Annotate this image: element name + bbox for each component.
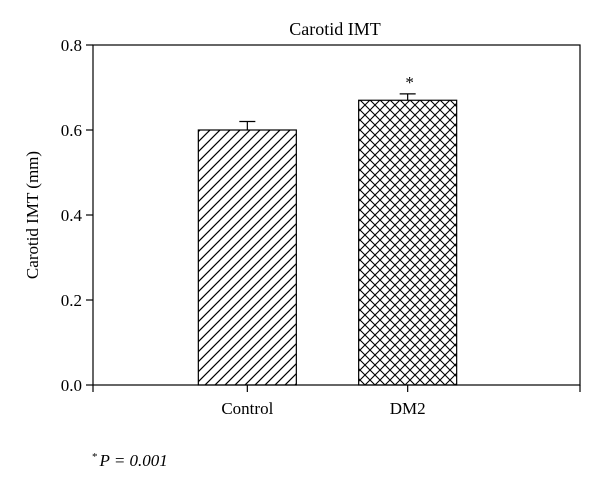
bar-dm2 [358,99,458,386]
y-tick-label: 0.4 [61,206,83,225]
x-tick-label-control: Control [221,399,273,418]
y-tick-label: 0.8 [61,36,82,55]
plot-frame [92,44,581,386]
y-tick-label: 0.0 [61,376,82,395]
y-axis-ticks: 0.0 0.2 0.4 0.6 0.8 [61,36,93,395]
footnote-text: P = 0.001 [99,451,168,470]
x-axis-ticks: Control DM2 [92,385,581,418]
x-tick-label-dm2: DM2 [390,399,426,418]
significance-marker: * [405,73,414,92]
y-tick-label: 0.6 [61,121,82,140]
chart-title: Carotid IMT [289,19,381,39]
bars: * [197,73,458,386]
bar-control [197,129,297,386]
footnote: * P = 0.001 [92,447,168,471]
y-axis-label: Carotid IMT (mm) [23,151,42,279]
footnote-symbol: * [92,451,98,463]
y-tick-label: 0.2 [61,291,82,310]
